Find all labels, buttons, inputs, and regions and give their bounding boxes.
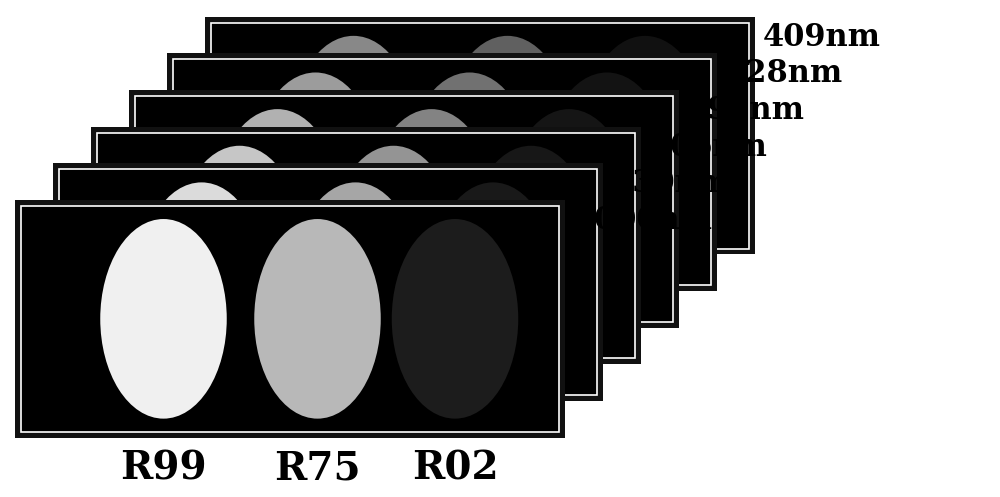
Ellipse shape	[292, 182, 419, 382]
Bar	[129, 90, 679, 328]
Ellipse shape	[330, 146, 457, 345]
Bar	[167, 54, 717, 291]
Bar	[211, 23, 749, 248]
Text: 409nm: 409nm	[763, 22, 881, 53]
Bar	[15, 200, 565, 438]
Text: R02: R02	[412, 449, 498, 488]
Text: 506nm: 506nm	[649, 132, 767, 163]
Text: R75: R75	[274, 449, 361, 488]
Bar	[135, 96, 673, 322]
Ellipse shape	[544, 73, 670, 272]
Ellipse shape	[392, 219, 518, 418]
Ellipse shape	[444, 36, 571, 236]
Text: 496nm: 496nm	[687, 95, 805, 126]
Ellipse shape	[468, 146, 594, 345]
Text: R99: R99	[120, 449, 207, 488]
Bar	[53, 164, 603, 401]
Text: 428nm: 428nm	[725, 59, 843, 89]
Ellipse shape	[138, 182, 265, 382]
Ellipse shape	[176, 146, 303, 345]
Ellipse shape	[100, 219, 227, 418]
Ellipse shape	[582, 36, 708, 236]
Bar	[173, 60, 711, 285]
Ellipse shape	[214, 109, 341, 309]
Bar	[59, 169, 597, 395]
Ellipse shape	[254, 219, 381, 418]
Bar	[91, 127, 641, 364]
Bar	[97, 133, 635, 358]
Bar	[205, 17, 755, 254]
Ellipse shape	[368, 109, 495, 309]
Ellipse shape	[406, 73, 533, 272]
Ellipse shape	[252, 73, 379, 272]
Ellipse shape	[506, 109, 632, 309]
Bar	[21, 206, 559, 432]
Text: 530nm: 530nm	[611, 168, 729, 199]
Ellipse shape	[430, 182, 556, 382]
Ellipse shape	[290, 36, 417, 236]
Text: 1000nm: 1000nm	[573, 205, 712, 236]
